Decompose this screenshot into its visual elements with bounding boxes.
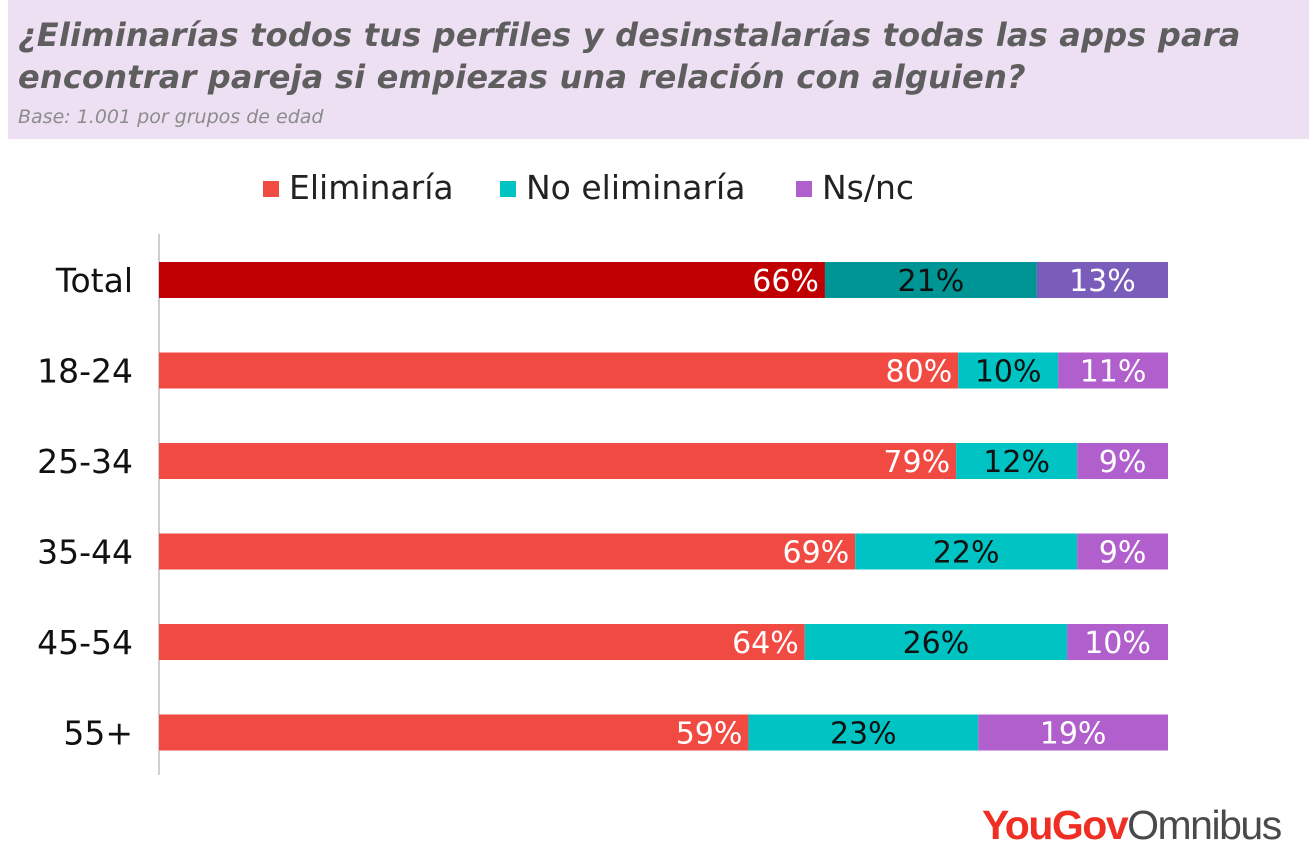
yougov-omnibus-logo: YouGovOmnibus — [982, 801, 1282, 849]
data-label-35-44-ns-nc: 9% — [1099, 536, 1147, 571]
bar-55-no-eliminaria — [748, 714, 979, 751]
chart-subtitle: Base: 1.001 por grupos de edad — [18, 106, 324, 128]
chart-title: ¿Eliminarías todos tus perfiles y desins… — [18, 16, 1241, 96]
bar-45-54-no-eliminaria — [804, 624, 1068, 660]
legend-swatch-ns-nc — [796, 181, 812, 197]
data-label-total-ns-nc: 13% — [1069, 264, 1136, 299]
data-label-35-44-eliminaria: 69% — [783, 536, 850, 571]
legend-swatch-no-eliminaria — [500, 181, 516, 197]
data-label-45-54-no-eliminaria: 26% — [903, 626, 970, 661]
bar-45-54-ns-nc — [1067, 624, 1168, 660]
bar-18-24-ns-nc — [1058, 352, 1168, 389]
bar-55-eliminaria — [159, 714, 749, 751]
bar-35-44-eliminaria — [159, 533, 856, 570]
data-label-25-34-eliminaria: 79% — [883, 445, 950, 480]
data-label-55-no-eliminaria: 23% — [830, 717, 897, 752]
logo-omnibus: Omnibus — [1127, 802, 1282, 848]
data-label-18-24-eliminaria: 80% — [886, 355, 953, 390]
bar-55-ns-nc — [978, 714, 1168, 751]
bar-total-ns-nc — [1036, 262, 1168, 298]
bar-35-44-ns-nc — [1077, 533, 1168, 570]
bar-18-24-no-eliminaria — [958, 352, 1059, 389]
data-label-18-24-no-eliminaria: 10% — [975, 355, 1042, 390]
category-label-total: Total — [55, 261, 133, 300]
data-label-45-54-eliminaria: 64% — [732, 626, 799, 661]
data-label-total-eliminaria: 66% — [752, 264, 819, 299]
data-label-25-34-no-eliminaria: 12% — [983, 445, 1050, 480]
legend-label-eliminaria: Eliminaría — [289, 168, 454, 207]
category-label-55: 55+ — [63, 714, 133, 753]
legend-swatch-eliminaria — [263, 181, 279, 197]
logo-yougov: YouGov — [982, 802, 1129, 848]
bar-total-no-eliminaria — [824, 262, 1037, 298]
data-label-18-24-ns-nc: 11% — [1080, 355, 1147, 390]
data-label-25-34-ns-nc: 9% — [1099, 445, 1147, 480]
data-label-total-no-eliminaria: 21% — [898, 264, 965, 299]
bar-25-34-no-eliminaria — [956, 443, 1078, 479]
legend-label-ns-nc: Ns/nc — [822, 168, 915, 207]
header-band — [8, 0, 1309, 139]
category-label-45-54: 45-54 — [37, 623, 133, 662]
data-label-45-54-ns-nc: 10% — [1084, 626, 1151, 661]
legend-label-no-eliminaria: No eliminaría — [526, 168, 746, 207]
bar-25-34-ns-nc — [1077, 443, 1168, 479]
bar-45-54-eliminaria — [159, 624, 805, 660]
bar-35-44-no-eliminaria — [855, 533, 1078, 570]
data-label-35-44-no-eliminaria: 22% — [933, 536, 1000, 571]
data-label-55-eliminaria: 59% — [676, 717, 743, 752]
bar-total-eliminaria — [159, 262, 825, 298]
data-label-55-ns-nc: 19% — [1040, 717, 1107, 752]
legend: Eliminaría No eliminaría Ns/nc — [0, 168, 1309, 208]
category-label-18-24: 18-24 — [37, 352, 133, 391]
bar-18-24-eliminaria — [159, 352, 959, 389]
bar-25-34-eliminaria — [159, 443, 957, 479]
category-label-25-34: 25-34 — [37, 442, 133, 481]
category-label-35-44: 35-44 — [37, 533, 133, 572]
